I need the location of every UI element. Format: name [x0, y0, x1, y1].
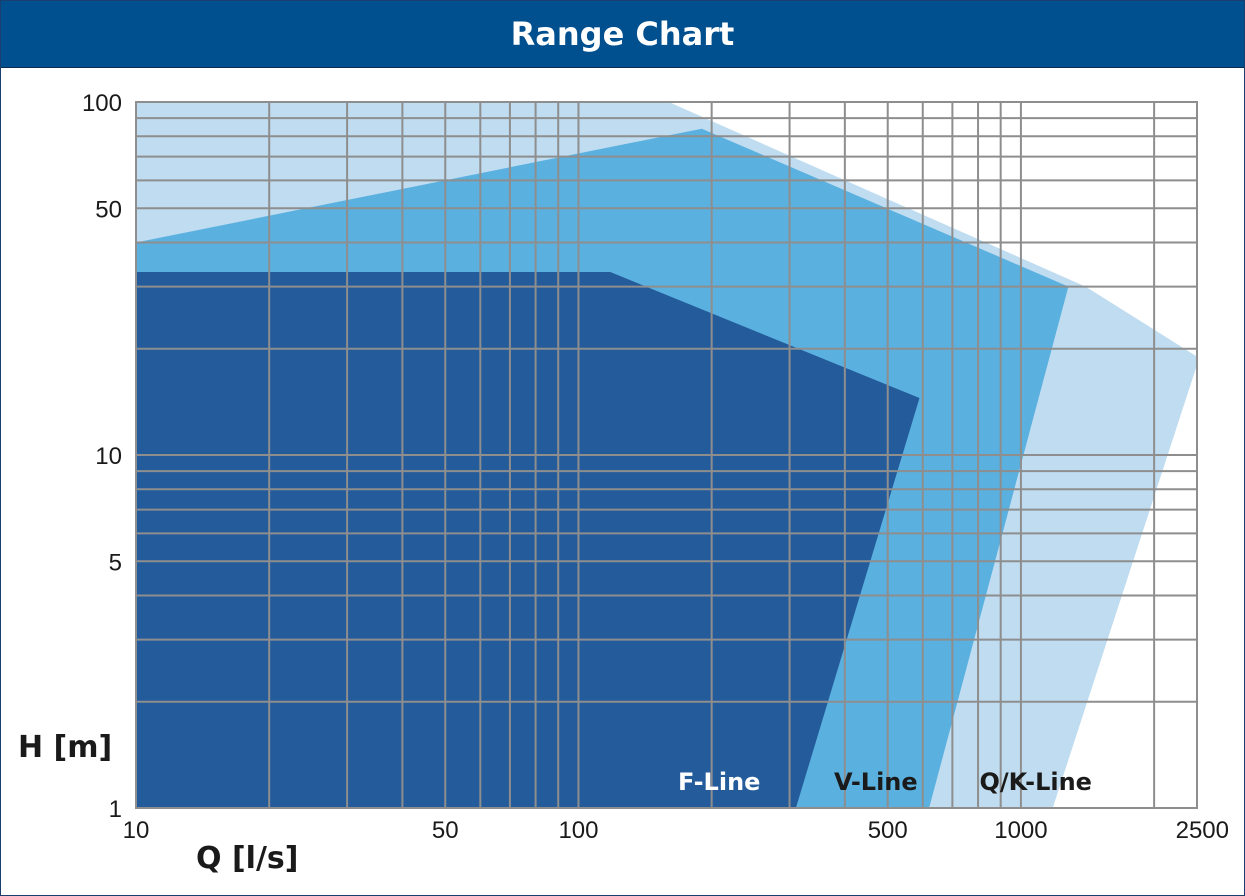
grid-lines — [135, 101, 1198, 809]
x-tick-label: 10 — [123, 817, 150, 844]
x-axis-ticks: 10 50 100 500 1000 2500 — [123, 817, 1229, 844]
x-tick-label: 100 — [558, 817, 598, 844]
region-labels: F-Line V-Line Q/K-Line — [678, 768, 1092, 796]
region-label-q-k-line: Q/K-Line — [979, 768, 1092, 796]
y-axis-title: H [m] — [18, 730, 112, 765]
range-regions — [136, 102, 1197, 808]
y-tick-label: 10 — [95, 443, 122, 470]
x-tick-label: 50 — [432, 817, 459, 844]
y-axis-ticks: 1 5 10 50 100 — [82, 90, 122, 823]
x-axis-title: Q [l/s] — [196, 841, 298, 876]
region-label-f-line: F-Line — [678, 768, 761, 796]
chart-title: Range Chart — [510, 15, 735, 53]
x-tick-label: 500 — [868, 817, 908, 844]
x-tick-label: 2500 — [1176, 817, 1229, 844]
region-label-v-line: V-Line — [834, 768, 918, 796]
y-tick-label: 100 — [82, 90, 122, 117]
y-tick-label: 50 — [95, 196, 122, 223]
chart-header: Range Chart — [1, 1, 1244, 68]
y-tick-label: 1 — [109, 796, 122, 823]
x-tick-label: 1000 — [994, 817, 1047, 844]
y-tick-label: 5 — [109, 549, 122, 576]
region-f-line — [136, 272, 920, 808]
plot-border — [135, 101, 1198, 809]
